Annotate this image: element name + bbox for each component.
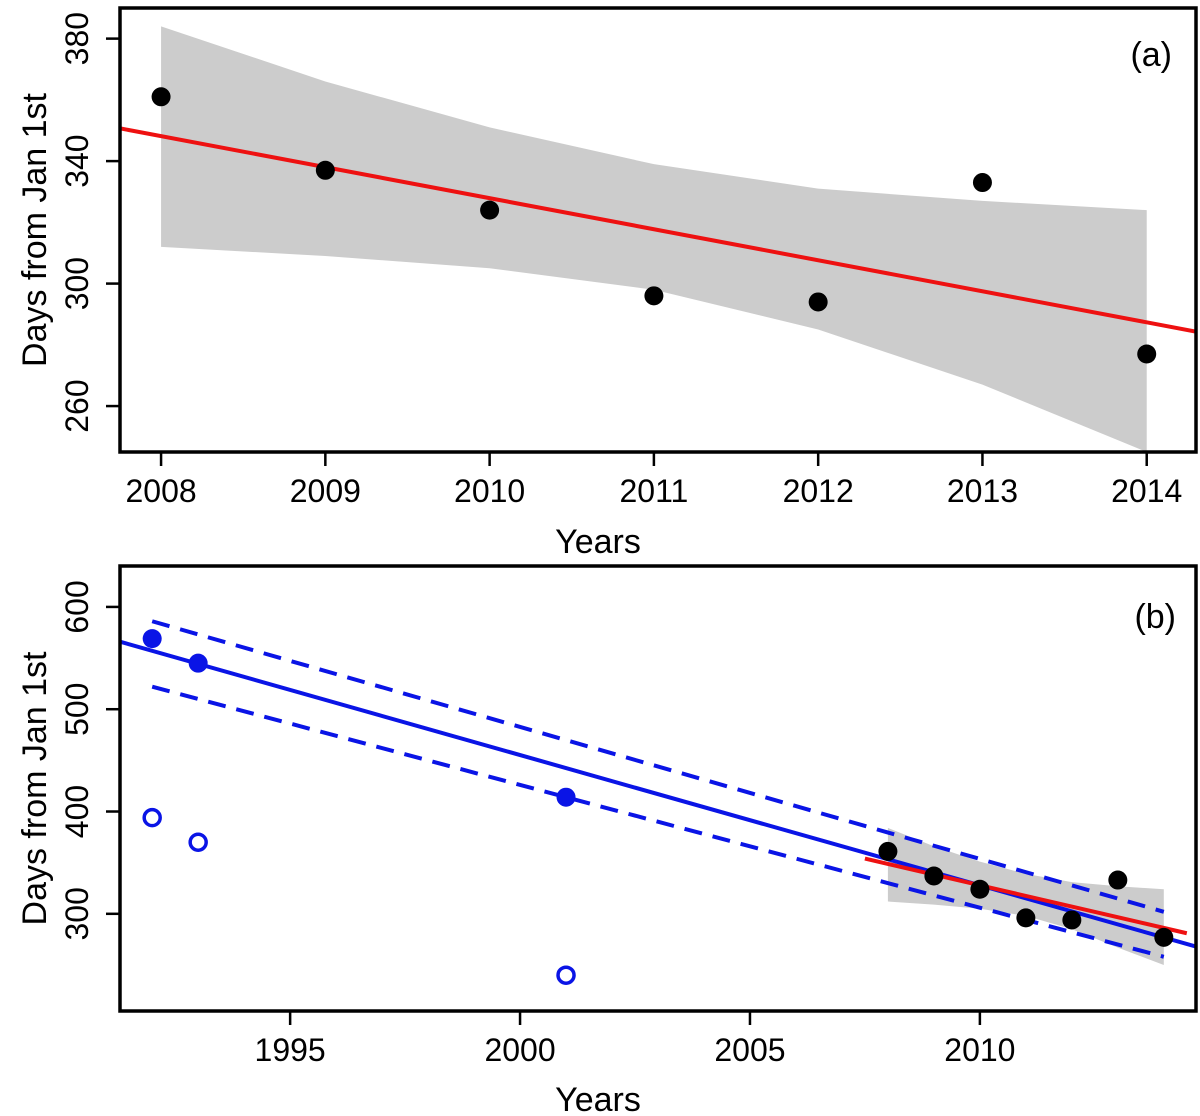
- x-tick-label: 2009: [290, 473, 361, 509]
- x-axis-title: Years: [555, 1081, 641, 1116]
- data-point-layer: [142, 629, 1174, 985]
- data-point: [1137, 344, 1157, 364]
- confidence-band: [161, 26, 1147, 453]
- x-tick-label: 2000: [484, 1032, 555, 1068]
- y-tick-label: 340: [59, 134, 95, 187]
- x-tick-label: 2014: [1111, 473, 1182, 509]
- data-point: [924, 866, 944, 886]
- y-axis-title: Days from Jan 1st: [16, 651, 54, 926]
- y-tick-label: 500: [59, 683, 95, 736]
- data-point: [142, 629, 162, 649]
- open-data-point: [556, 965, 576, 985]
- data-point: [1062, 910, 1082, 930]
- panel-label: (a): [1130, 36, 1172, 74]
- trend-line-layer: [120, 619, 1196, 959]
- data-point: [480, 200, 500, 220]
- y-tick-label: 400: [59, 785, 95, 838]
- plot-frame: [118, 564, 1198, 1013]
- data-point: [1154, 927, 1174, 947]
- data-point: [315, 160, 335, 180]
- data-point: [970, 879, 990, 899]
- open-data-point: [188, 832, 208, 852]
- data-point: [1108, 870, 1128, 890]
- y-tick-label: 300: [59, 257, 95, 310]
- y-axis-title: Days from Jan 1st: [16, 92, 54, 367]
- x-tick-label: 2010: [454, 473, 525, 509]
- blue-fit-line: [120, 639, 1196, 949]
- data-point: [188, 653, 208, 673]
- red-fit-line: [864, 856, 1188, 936]
- y-axis: 260 300 340 380: [59, 12, 122, 433]
- x-axis-title: Years: [555, 523, 641, 561]
- panel-a: 2008 2009 2010 2011 2012 2013 2014 260 300 340 38…: [16, 6, 1198, 561]
- panel-label: (b): [1134, 598, 1176, 636]
- x-tick-label: 2005: [714, 1032, 785, 1068]
- data-point: [878, 841, 898, 861]
- data-point: [151, 87, 171, 107]
- y-axis: 300 400 500 600: [59, 580, 122, 941]
- x-tick-label: 2013: [947, 473, 1018, 509]
- blue-upper-bound-line: [151, 619, 1165, 914]
- trend-line-line: [120, 126, 1196, 334]
- y-tick-label: 260: [59, 379, 95, 432]
- data-point: [1016, 908, 1036, 928]
- trend-line-layer: [120, 126, 1196, 334]
- y-tick-label: 380: [59, 12, 95, 65]
- confidence-band-layer: [161, 26, 1147, 453]
- x-tick-label: 2012: [783, 473, 854, 509]
- data-point: [808, 292, 828, 312]
- open-data-point: [142, 807, 162, 828]
- x-tick-label: 2008: [125, 473, 196, 509]
- y-tick-label: 300: [59, 887, 95, 940]
- x-tick-label: 2011: [619, 473, 688, 509]
- data-point-layer: [151, 87, 1157, 364]
- data-point: [644, 286, 664, 306]
- x-axis: 2008 2009 2010 2011 2012 2013 2014: [125, 450, 1182, 509]
- x-tick-label: 1995: [255, 1032, 326, 1068]
- blue-lower-bound-line: [151, 684, 1165, 959]
- y-tick-label: 600: [59, 580, 95, 633]
- x-tick-label: 2010: [944, 1032, 1015, 1068]
- x-axis: 1995 2000 2005 2010: [255, 1009, 1015, 1068]
- data-point: [972, 173, 992, 193]
- data-point: [556, 787, 576, 807]
